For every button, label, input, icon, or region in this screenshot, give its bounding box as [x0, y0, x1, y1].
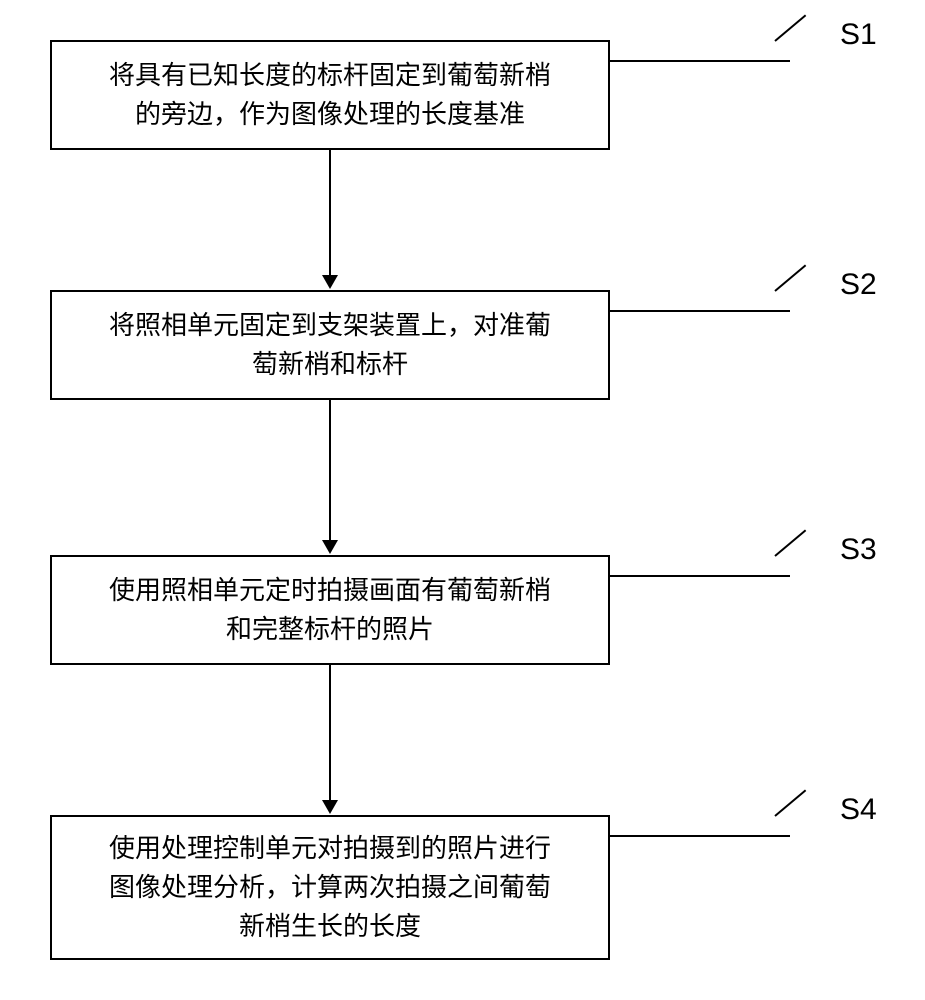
- flowchart-box-s1: 将具有已知长度的标杆固定到葡萄新梢 的旁边，作为图像处理的长度基准: [50, 40, 610, 150]
- connector-s4-h1: [610, 835, 790, 837]
- flowchart-box-s3: 使用照相单元定时拍摄画面有葡萄新梢 和完整标杆的照片: [50, 555, 610, 665]
- box-text-s4: 使用处理控制单元对拍摄到的照片进行 图像处理分析，计算两次拍摄之间葡萄 新梢生长…: [109, 829, 551, 946]
- connector-s4-h2: [774, 790, 806, 817]
- step-label-s2: S2: [840, 268, 877, 302]
- connector-s1-h1: [610, 60, 790, 62]
- box-text-s2: 将照相单元固定到支架装置上，对准葡 萄新梢和标杆: [109, 306, 551, 384]
- s4-line2: 图像处理分析，计算两次拍摄之间葡萄: [109, 872, 551, 902]
- connector-s3-h1: [610, 575, 790, 577]
- flowchart-box-s4: 使用处理控制单元对拍摄到的照片进行 图像处理分析，计算两次拍摄之间葡萄 新梢生长…: [50, 815, 610, 960]
- connector-s2-h2: [774, 265, 806, 292]
- connector-s2-h1: [610, 310, 790, 312]
- s3-line1: 使用照相单元定时拍摄画面有葡萄新梢: [109, 575, 551, 605]
- s1-line1: 将具有已知长度的标杆固定到葡萄新梢: [109, 60, 551, 90]
- box-text-s1: 将具有已知长度的标杆固定到葡萄新梢 的旁边，作为图像处理的长度基准: [109, 56, 551, 134]
- s2-line1: 将照相单元固定到支架装置上，对准葡: [109, 310, 551, 340]
- s2-line2: 萄新梢和标杆: [252, 349, 408, 379]
- arrow-s2-s3: [329, 400, 331, 540]
- s4-line1: 使用处理控制单元对拍摄到的照片进行: [109, 833, 551, 863]
- step-label-s1: S1: [840, 18, 877, 52]
- arrow-head-s1-s2: [322, 275, 338, 289]
- s4-line3: 新梢生长的长度: [239, 911, 421, 941]
- connector-s1-h2: [774, 15, 806, 42]
- arrow-s1-s2: [329, 150, 331, 275]
- connector-s3-h2: [774, 530, 806, 557]
- step-label-s4: S4: [840, 793, 877, 827]
- flowchart-box-s2: 将照相单元固定到支架装置上，对准葡 萄新梢和标杆: [50, 290, 610, 400]
- arrow-head-s3-s4: [322, 800, 338, 814]
- arrow-head-s2-s3: [322, 540, 338, 554]
- step-label-s3: S3: [840, 533, 877, 567]
- arrow-s3-s4: [329, 665, 331, 800]
- s1-line2: 的旁边，作为图像处理的长度基准: [135, 99, 525, 129]
- flowchart-container: 将具有已知长度的标杆固定到葡萄新梢 的旁边，作为图像处理的长度基准 S1 将照相…: [0, 0, 925, 1000]
- s3-line2: 和完整标杆的照片: [226, 614, 434, 644]
- box-text-s3: 使用照相单元定时拍摄画面有葡萄新梢 和完整标杆的照片: [109, 571, 551, 649]
